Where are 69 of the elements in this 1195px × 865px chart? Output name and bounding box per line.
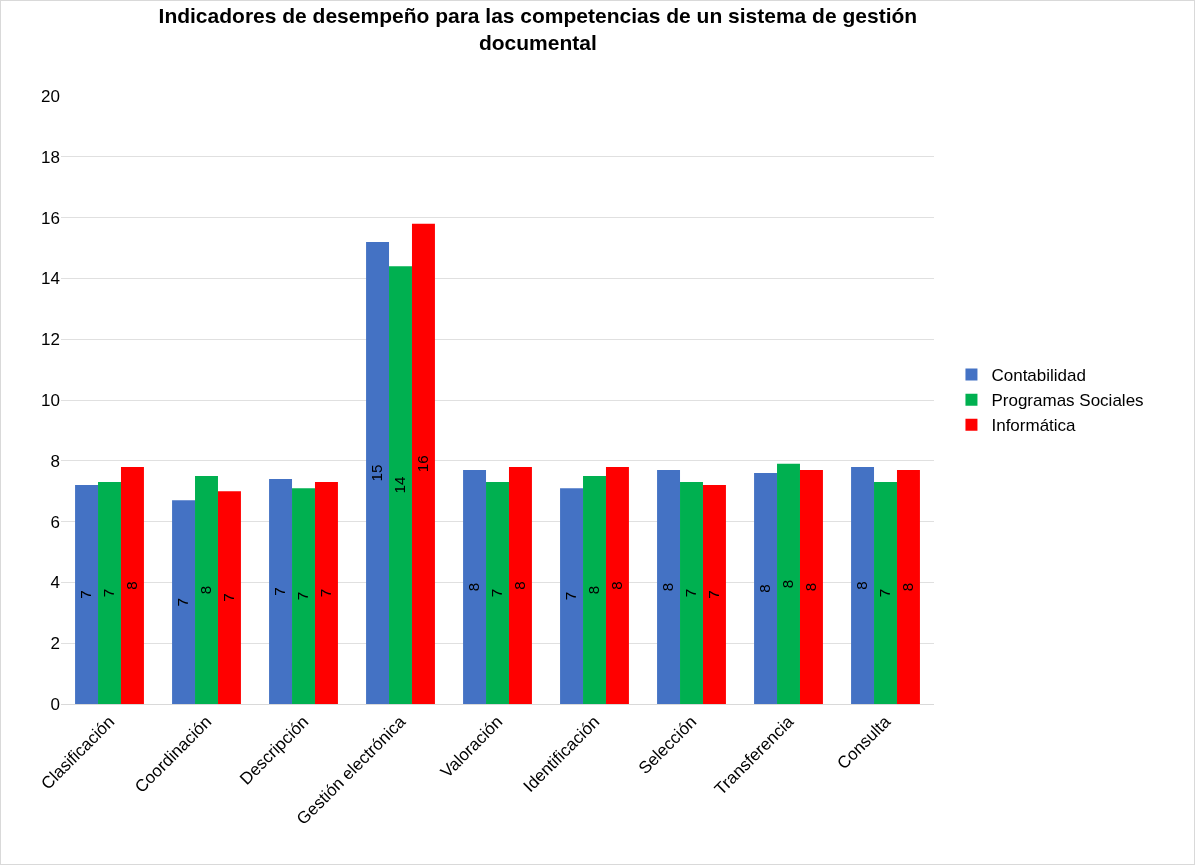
data-label: 7 — [100, 588, 118, 598]
data-label: 8 — [123, 581, 141, 590]
bar — [486, 482, 509, 704]
y-tick-label: 16 — [41, 208, 60, 228]
y-tick-label: 18 — [41, 147, 60, 167]
data-label: 8 — [608, 581, 626, 590]
chart-title: Indicadores de desempeño para las competencias de un sistema de gestión documental — [158, 3, 918, 54]
data-label: 7 — [220, 593, 238, 602]
bar — [463, 469, 487, 704]
y-tick-label: 2 — [50, 634, 60, 654]
bar — [605, 466, 629, 704]
bar — [98, 482, 121, 704]
bar — [508, 466, 532, 704]
data-label: 7 — [876, 588, 894, 598]
y-tick-label: 4 — [50, 573, 60, 593]
data-label: 7 — [705, 590, 723, 599]
data-label: 8 — [853, 581, 871, 590]
y-tick-label: 0 — [50, 694, 60, 714]
y-tick-label: 10 — [41, 390, 60, 410]
data-label: 7 — [682, 588, 700, 598]
bar — [896, 469, 920, 704]
y-tick-label: 8 — [50, 451, 60, 471]
legend-label: Informática — [991, 416, 1077, 436]
data-label: 8 — [465, 582, 483, 592]
data-label: 8 — [659, 582, 677, 592]
bar — [411, 223, 435, 704]
bar — [195, 476, 218, 704]
data-label: 15 — [368, 464, 386, 482]
data-label: 7 — [562, 591, 580, 601]
data-label: 7 — [174, 597, 192, 607]
data-label: 7 — [488, 588, 506, 598]
data-label: 14 — [391, 476, 409, 494]
legend-label: Programas Sociales — [991, 391, 1144, 411]
data-label: 8 — [756, 584, 774, 593]
bar — [874, 482, 897, 704]
bar — [657, 469, 681, 704]
data-label: 7 — [294, 591, 312, 601]
bar — [269, 479, 293, 704]
bar — [292, 488, 315, 704]
data-label: 8 — [779, 579, 797, 589]
bar — [366, 241, 390, 704]
data-label: 8 — [197, 585, 215, 595]
bar — [314, 482, 338, 704]
data-label: 7 — [317, 588, 335, 598]
bar — [217, 491, 241, 704]
bar — [680, 482, 703, 704]
data-label: 8 — [899, 582, 917, 592]
bar — [851, 466, 875, 704]
data-label: 16 — [414, 455, 432, 473]
data-label: 7 — [271, 587, 289, 596]
data-label: 8 — [802, 582, 820, 592]
y-tick-label: 14 — [41, 269, 60, 289]
y-tick-label: 20 — [41, 86, 60, 106]
bar — [754, 472, 778, 704]
legend-label: Contabilidad — [991, 366, 1086, 386]
bar — [172, 500, 196, 704]
data-label: 8 — [511, 581, 529, 590]
y-tick-label: 6 — [50, 512, 60, 532]
data-label: 8 — [585, 585, 603, 595]
bar — [75, 485, 99, 704]
bar — [799, 469, 823, 704]
bar — [702, 485, 726, 704]
y-tick-label: 12 — [41, 330, 60, 350]
bar — [560, 488, 584, 704]
bar — [583, 476, 606, 704]
data-label: 7 — [77, 590, 95, 599]
bar — [389, 266, 412, 704]
bar — [777, 463, 800, 704]
bar — [120, 466, 144, 704]
